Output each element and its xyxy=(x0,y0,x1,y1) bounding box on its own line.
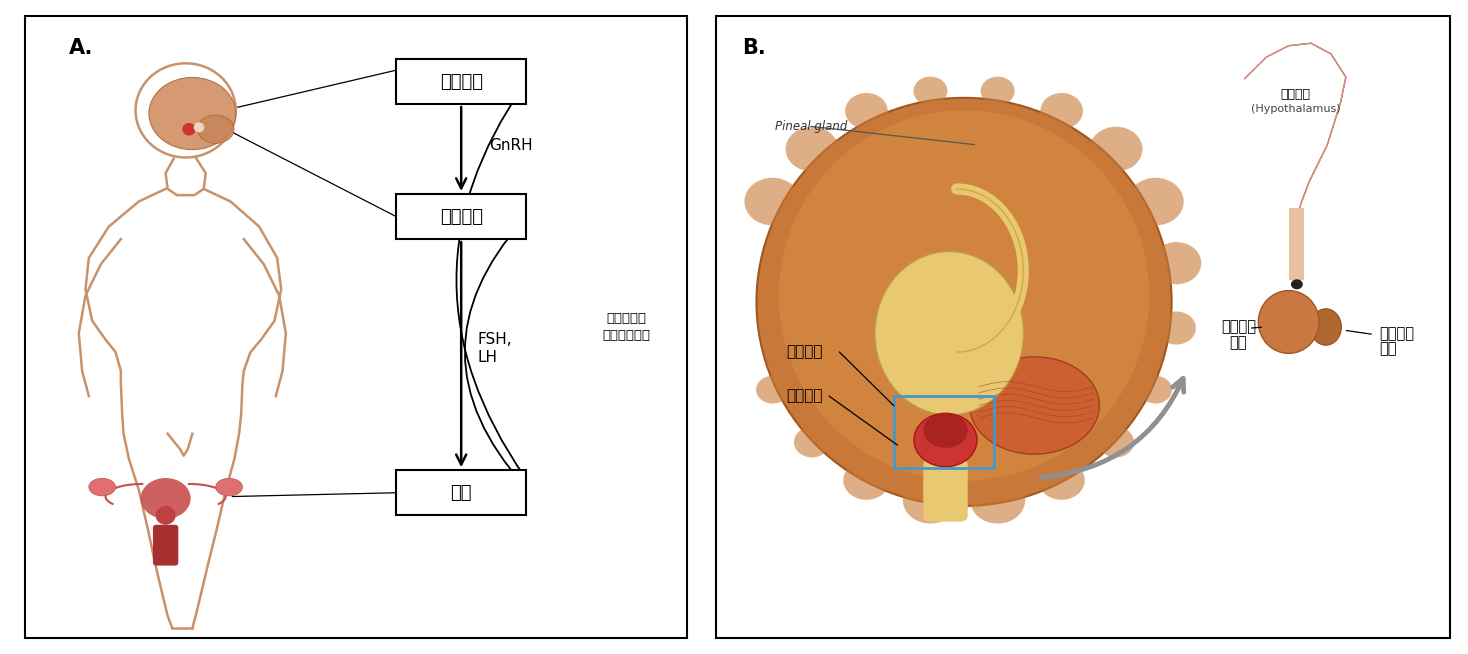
FancyArrowPatch shape xyxy=(457,86,524,477)
Ellipse shape xyxy=(141,478,191,519)
Ellipse shape xyxy=(1311,309,1342,345)
Ellipse shape xyxy=(923,413,967,448)
FancyBboxPatch shape xyxy=(396,59,527,104)
Ellipse shape xyxy=(88,478,116,496)
Ellipse shape xyxy=(216,478,242,496)
Circle shape xyxy=(756,376,788,404)
Ellipse shape xyxy=(1258,290,1320,353)
Circle shape xyxy=(1151,242,1201,284)
Circle shape xyxy=(744,178,800,226)
Text: (Hypothalamus): (Hypothalamus) xyxy=(1251,104,1340,114)
Text: B.: B. xyxy=(741,38,765,58)
Circle shape xyxy=(1139,376,1171,404)
Text: 시상하부: 시상하부 xyxy=(787,345,822,360)
Ellipse shape xyxy=(197,115,233,143)
Text: 시상하부: 시상하부 xyxy=(1280,88,1311,101)
Circle shape xyxy=(1290,279,1302,289)
Circle shape xyxy=(1038,460,1085,500)
FancyBboxPatch shape xyxy=(1289,208,1304,280)
Circle shape xyxy=(1089,127,1142,171)
Text: 뇌하수체: 뇌하수체 xyxy=(1221,320,1255,334)
Ellipse shape xyxy=(148,77,236,150)
Text: A.: A. xyxy=(69,38,92,58)
Text: 뇌하수체: 뇌하수체 xyxy=(787,388,822,404)
FancyBboxPatch shape xyxy=(923,459,967,522)
Circle shape xyxy=(981,77,1014,105)
Text: 난소: 난소 xyxy=(451,484,471,502)
Circle shape xyxy=(794,427,829,457)
Text: 전엽: 전엽 xyxy=(1230,336,1248,350)
Circle shape xyxy=(1157,311,1196,345)
FancyBboxPatch shape xyxy=(396,194,527,239)
Ellipse shape xyxy=(756,98,1171,506)
Circle shape xyxy=(194,122,204,132)
Text: GnRH: GnRH xyxy=(489,139,533,154)
FancyBboxPatch shape xyxy=(396,470,527,515)
Circle shape xyxy=(913,77,947,105)
Text: 후엽: 후엽 xyxy=(1378,341,1396,356)
Text: FSH,
LH: FSH, LH xyxy=(479,332,512,364)
Circle shape xyxy=(1127,178,1183,226)
Text: 시상하부: 시상하부 xyxy=(440,73,483,90)
Text: Pineal gland: Pineal gland xyxy=(775,120,847,133)
Polygon shape xyxy=(1245,43,1346,209)
Circle shape xyxy=(785,127,838,171)
Circle shape xyxy=(1041,93,1083,129)
FancyArrowPatch shape xyxy=(1041,379,1183,477)
Circle shape xyxy=(903,477,959,524)
Text: 에스트로겐
프로게스테론: 에스트로겐 프로게스테론 xyxy=(602,312,650,342)
Circle shape xyxy=(846,93,888,129)
Circle shape xyxy=(182,123,195,135)
Text: 뇌하수체: 뇌하수체 xyxy=(440,207,483,226)
Circle shape xyxy=(1098,427,1135,457)
Ellipse shape xyxy=(156,506,176,525)
Ellipse shape xyxy=(915,413,978,467)
Text: 뇌하수체: 뇌하수체 xyxy=(1378,326,1414,341)
Ellipse shape xyxy=(875,252,1023,415)
Circle shape xyxy=(970,477,1025,524)
FancyBboxPatch shape xyxy=(153,525,178,566)
FancyBboxPatch shape xyxy=(716,16,1449,638)
Ellipse shape xyxy=(938,401,954,429)
Ellipse shape xyxy=(969,357,1100,454)
Circle shape xyxy=(843,460,890,500)
Ellipse shape xyxy=(778,111,1149,481)
FancyBboxPatch shape xyxy=(25,16,687,638)
FancyArrowPatch shape xyxy=(465,220,524,486)
